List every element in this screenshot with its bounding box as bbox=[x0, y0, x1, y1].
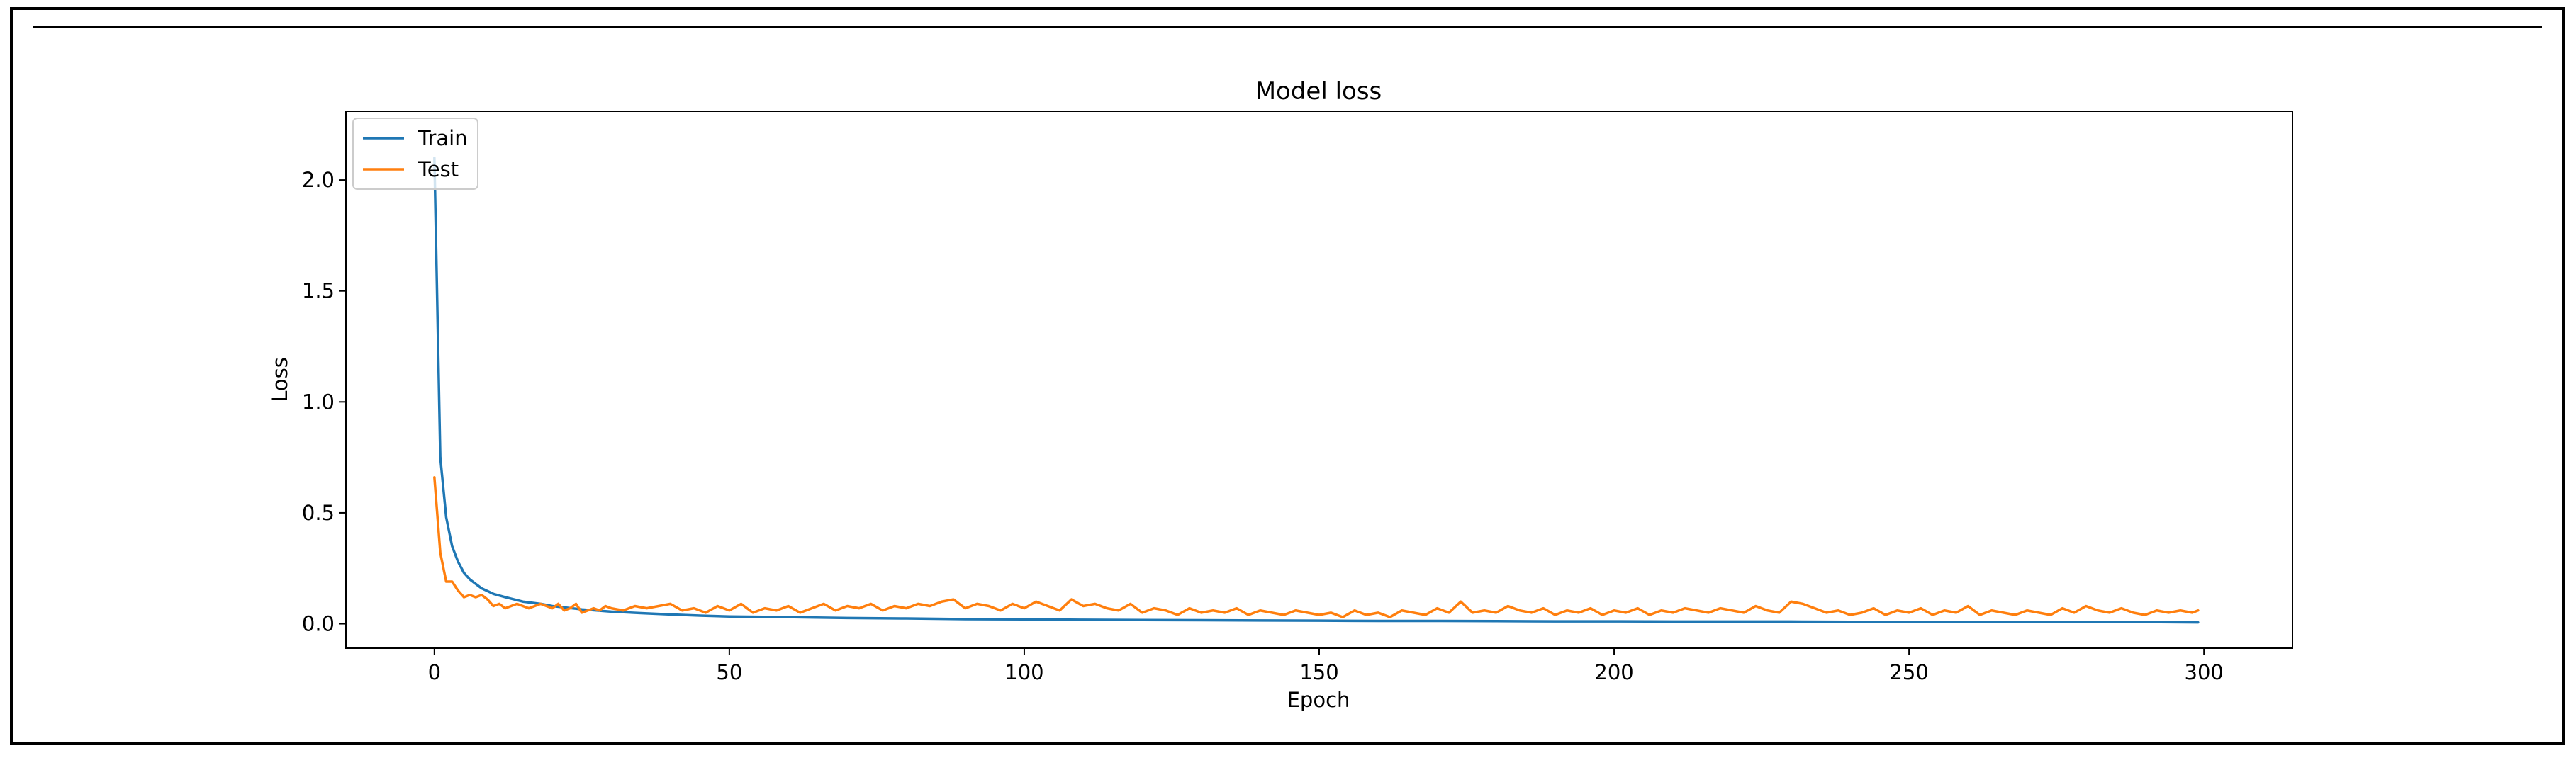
y-axis-ticks: 0.0 0.5 1.0 1.5 2.0 bbox=[302, 168, 346, 636]
legend-label-test: Test bbox=[418, 157, 459, 181]
x-axis-ticks: 0 50 100 150 200 250 300 bbox=[428, 648, 2224, 684]
legend-label-train: Train bbox=[418, 126, 468, 150]
legend-box bbox=[352, 118, 478, 190]
x-tick-label: 50 bbox=[716, 660, 742, 684]
series-line-train bbox=[433, 157, 2200, 624]
y-tick-label: 0.5 bbox=[302, 501, 335, 525]
y-tick-label: 1.0 bbox=[302, 390, 335, 414]
y-tick-label: 1.5 bbox=[302, 279, 335, 303]
x-axis-label: Epoch bbox=[1287, 688, 1350, 712]
outer-frame bbox=[10, 7, 2565, 745]
x-tick-label: 200 bbox=[1594, 660, 1633, 684]
y-tick-label: 0.0 bbox=[302, 612, 335, 636]
chart-title: Model loss bbox=[1255, 77, 1382, 106]
series-line-test bbox=[433, 476, 2200, 618]
y-axis-label: Loss bbox=[268, 357, 292, 402]
x-tick-label: 150 bbox=[1299, 660, 1338, 684]
x-tick-label: 250 bbox=[1889, 660, 1928, 684]
plot-area: 0 50 100 150 200 250 300 0.0 0.5 1.0 1.5 2.0 bbox=[302, 111, 2293, 684]
series-layer bbox=[433, 157, 2200, 624]
x-tick-label: 0 bbox=[428, 660, 441, 684]
x-tick-label: 300 bbox=[2185, 660, 2224, 684]
legend: Train Test bbox=[352, 118, 478, 190]
axes-frame bbox=[345, 111, 2293, 649]
x-tick-label: 100 bbox=[1004, 660, 1043, 684]
legend-items: Train Test bbox=[363, 126, 468, 181]
y-tick-label: 2.0 bbox=[302, 168, 335, 192]
